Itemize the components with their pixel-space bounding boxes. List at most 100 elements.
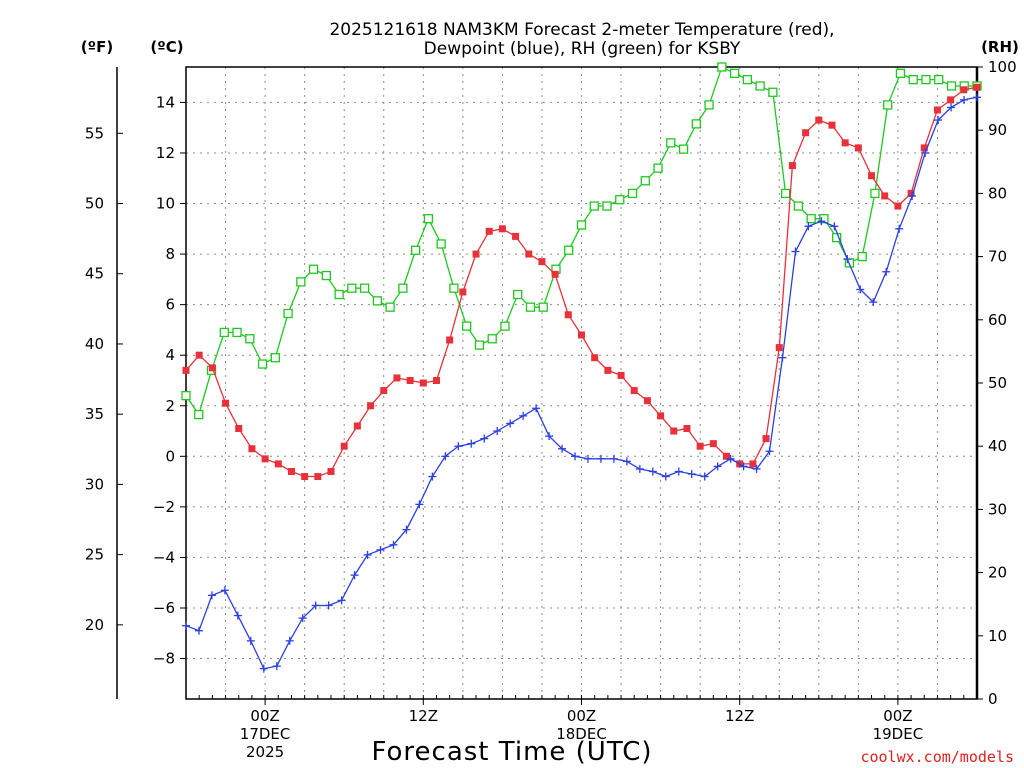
temperature-point-25 xyxy=(512,232,520,240)
rh-point-16 xyxy=(385,302,395,312)
temperature-point-37 xyxy=(670,427,678,435)
rh-point-14 xyxy=(359,283,370,293)
dewpoint-point-39 xyxy=(687,470,696,479)
dewpoint-point-47 xyxy=(791,247,800,256)
dewpoint-point-32 xyxy=(596,454,605,463)
dewpoint-point-8 xyxy=(285,636,294,645)
temperature-point-57 xyxy=(933,106,941,114)
fahrenheit-tick-label-6: 25 xyxy=(85,546,104,564)
dewpoint-point-10 xyxy=(311,601,320,610)
x-tick-label-4-1: 19DEC xyxy=(873,725,924,743)
dewpoint-point-37 xyxy=(661,472,670,481)
rh-point-38 xyxy=(666,138,676,148)
celsius-tick-label-4: 6 xyxy=(165,296,175,314)
temperature-point-8 xyxy=(287,467,295,475)
temperature-point-0 xyxy=(182,366,190,374)
rh-point-6 xyxy=(257,359,268,369)
dewpoint-point-2 xyxy=(207,591,216,600)
temperature-point-60 xyxy=(973,83,981,91)
celsius-tick-label-3: 8 xyxy=(165,245,175,263)
rh-point-23 xyxy=(474,340,485,350)
rh-point-5 xyxy=(245,334,255,344)
rh-point-8 xyxy=(283,308,293,319)
dewpoint-point-16 xyxy=(389,540,398,549)
temperature-point-13 xyxy=(353,422,361,430)
rh-tick-label-7: 30 xyxy=(988,500,1007,518)
dewpoint-point-6 xyxy=(259,664,268,673)
temperature-point-59 xyxy=(960,86,968,94)
rh-point-30 xyxy=(564,245,574,255)
rh-point-39 xyxy=(678,144,689,154)
rh-point-33 xyxy=(602,201,612,211)
dewpoint-point-18 xyxy=(415,500,424,509)
dewpoint-point-52 xyxy=(856,285,865,294)
temperature-point-31 xyxy=(591,354,599,362)
temperature-point-27 xyxy=(538,258,546,266)
dewpoint-point-15 xyxy=(376,545,385,554)
temperature-point-1 xyxy=(195,351,203,359)
temperature-point-45 xyxy=(775,344,783,352)
rh-tick-label-2: 80 xyxy=(988,184,1007,202)
rh-point-10 xyxy=(308,264,319,274)
temperature-point-11 xyxy=(327,467,335,475)
rh-point-35 xyxy=(627,188,638,199)
axes: 14121086420−2−4−6−8555045403530252010090… xyxy=(85,58,1017,761)
x-tick-label-4-0: 00Z xyxy=(883,707,912,725)
rh-point-7 xyxy=(270,353,280,363)
dewpoint-point-26 xyxy=(519,411,528,420)
dewpoint-point-5 xyxy=(246,636,255,645)
series-0 xyxy=(182,83,981,481)
x-tick-label-0-1: 17DEC xyxy=(240,725,291,743)
rh-point-18 xyxy=(410,245,421,255)
temperature-point-55 xyxy=(907,189,915,197)
temperature-point-5 xyxy=(248,445,256,453)
dewpoint-point-54 xyxy=(882,267,891,276)
rh-point-47 xyxy=(780,188,791,199)
rh-tick-label-3: 70 xyxy=(988,248,1007,266)
dewpoint-point-35 xyxy=(635,464,644,473)
rh-tick-label-10: 0 xyxy=(988,690,998,708)
temperature-point-36 xyxy=(657,412,665,420)
temperature-point-41 xyxy=(723,452,731,460)
temperature-point-35 xyxy=(643,397,651,405)
dewpoint-point-44 xyxy=(752,464,761,473)
rh-point-54 xyxy=(870,188,880,199)
dewpoint-point-27 xyxy=(532,404,541,413)
rh-point-34 xyxy=(615,195,625,205)
temperature-point-52 xyxy=(868,172,876,180)
rh-point-41 xyxy=(704,100,714,110)
dewpoint-point-3 xyxy=(220,586,229,595)
temperature-point-46 xyxy=(788,162,796,170)
fahrenheit-tick-label-0: 55 xyxy=(85,124,104,142)
temperature-point-3 xyxy=(222,399,230,407)
dewpoint-point-30 xyxy=(571,452,580,461)
dewpoint-point-49 xyxy=(817,217,826,226)
dewpoint-point-46 xyxy=(778,353,787,362)
rh-point-25 xyxy=(500,321,510,331)
temperature-point-9 xyxy=(301,473,309,481)
fahrenheit-tick-label-4: 35 xyxy=(85,405,104,423)
rh-point-26 xyxy=(513,289,523,300)
celsius-tick-label-7: 0 xyxy=(165,447,175,465)
x-axis-title: Forecast Time (UTC) xyxy=(371,737,652,767)
rh-point-13 xyxy=(347,283,357,293)
temperature-point-15 xyxy=(380,387,388,395)
temperature-point-58 xyxy=(947,96,955,104)
dewpoint-point-0 xyxy=(182,621,190,630)
rh-tick-label-9: 10 xyxy=(988,627,1007,645)
temperature-point-26 xyxy=(525,250,533,258)
x-tick-label-2-0: 00Z xyxy=(567,707,596,725)
dewpoint-point-12 xyxy=(337,596,346,605)
dewpoint-point-13 xyxy=(350,571,359,580)
rh-point-15 xyxy=(372,296,383,306)
temperature-point-47 xyxy=(802,129,810,137)
rh-point-17 xyxy=(398,283,408,293)
dewpoint-point-58 xyxy=(934,116,943,125)
celsius-tick-label-5: 4 xyxy=(165,346,175,364)
temperature-point-34 xyxy=(630,387,638,395)
dewpoint-point-36 xyxy=(648,467,657,476)
rh-point-36 xyxy=(640,176,650,186)
temperature-point-19 xyxy=(432,376,440,384)
rh-point-44 xyxy=(742,74,753,85)
temperature-point-28 xyxy=(551,270,559,278)
